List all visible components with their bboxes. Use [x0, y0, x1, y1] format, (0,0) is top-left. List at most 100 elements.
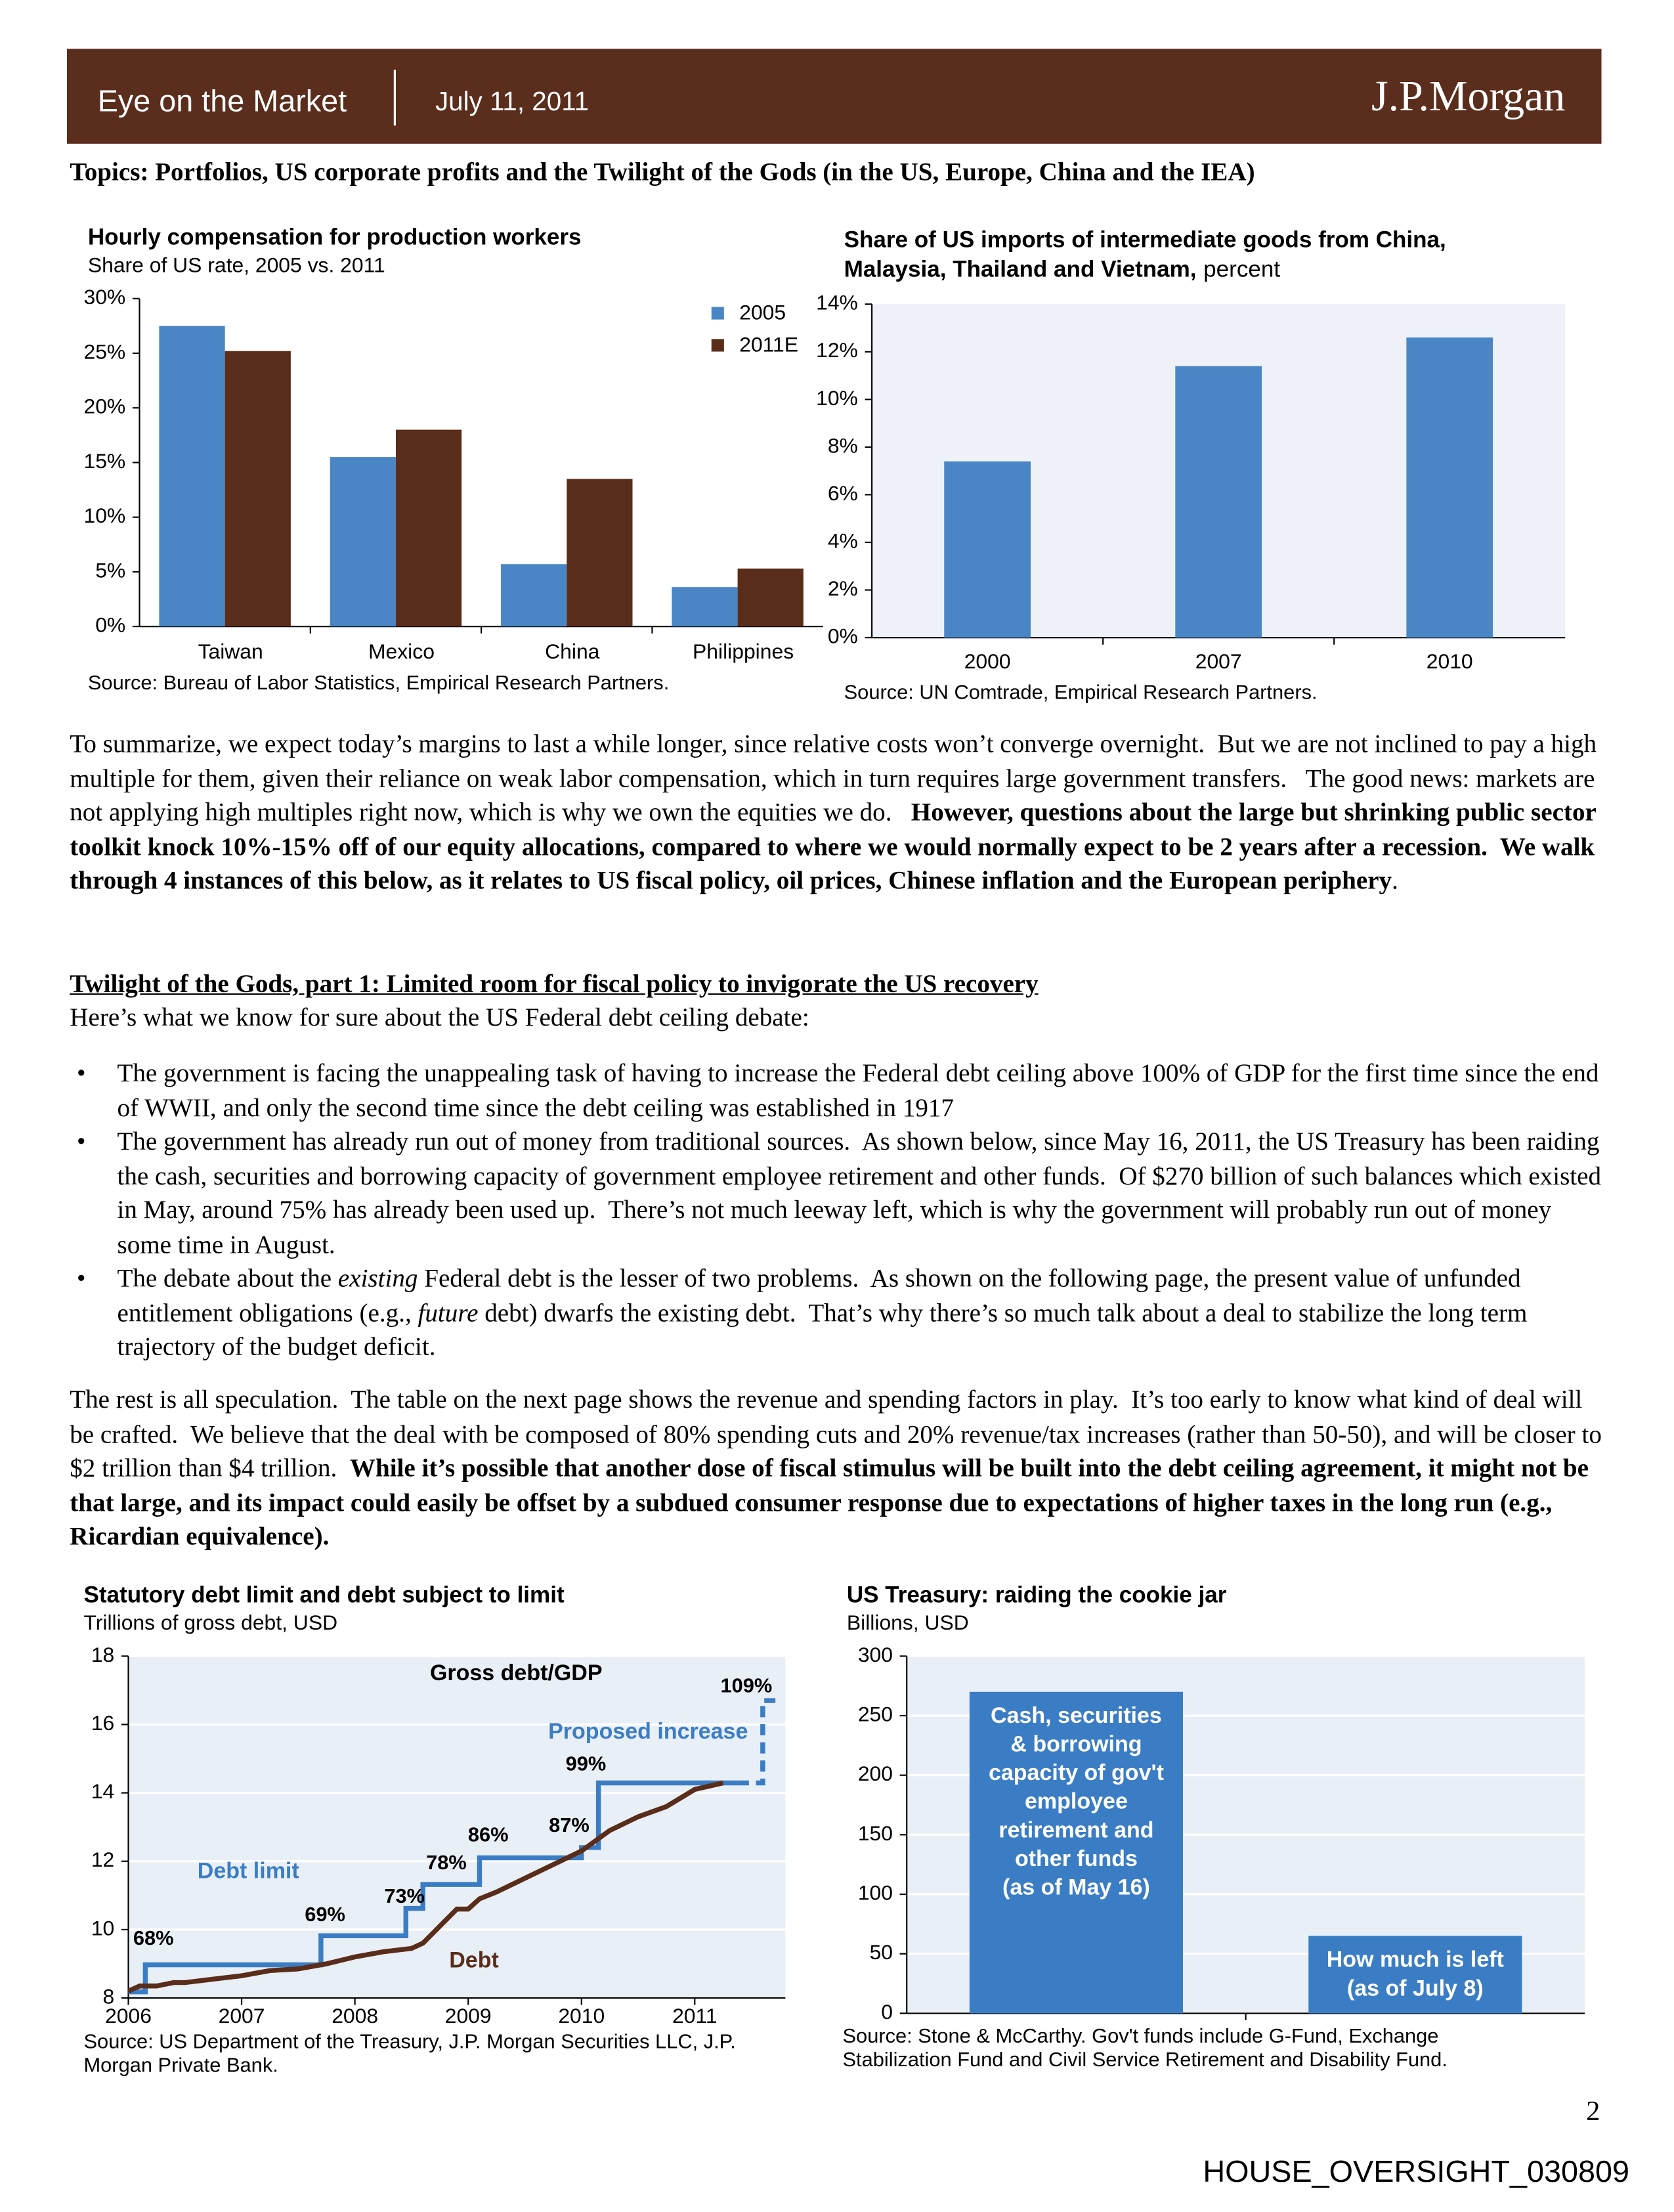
- annotation: 86%: [468, 1823, 509, 1846]
- chart-subtitle: Billions, USD: [847, 1611, 969, 1634]
- x-tick-label: Philippines: [693, 640, 794, 663]
- source: Source: Stone & McCarthy. Gov't funds in…: [842, 2026, 1448, 2072]
- line-series: [737, 1698, 780, 1786]
- chart-title-line: Malaysia, Thailand and Vietnam,: [844, 257, 1197, 282]
- text-run: future: [418, 1298, 479, 1326]
- annotation: Gross debt/GDP: [430, 1660, 603, 1685]
- chart-subtitle: Trillions of gross debt, USD: [84, 1611, 338, 1634]
- text-run: However, questions about the large but s…: [70, 798, 1602, 895]
- y-tick-label: 250: [858, 1702, 893, 1725]
- chart-title: Share of US imports of intermediate good…: [844, 227, 1446, 253]
- bar: [1406, 337, 1493, 638]
- doc-id: HOUSE_OVERSIGHT_030809: [1203, 2154, 1629, 2188]
- chart-title-line: Share of US imports of intermediate good…: [844, 227, 1446, 253]
- x-tick-label: 2006: [105, 2004, 152, 2028]
- line-series: [127, 1780, 724, 1993]
- x-tick-label: Mexico: [368, 640, 435, 663]
- y-tick-label: 300: [858, 1643, 893, 1666]
- bar-label: How much is left: [1327, 1947, 1504, 1972]
- paragraph: The rest is all speculation. The table o…: [70, 1383, 1604, 1553]
- source: Source: UN Comtrade, Empirical Research …: [844, 682, 1318, 705]
- bar-label: employee: [1025, 1789, 1128, 1814]
- series-label: Debt: [449, 1948, 499, 1973]
- bar: [567, 479, 633, 627]
- bullet: The government is facing the unappealing…: [70, 1056, 1604, 1125]
- bar: [330, 457, 396, 627]
- x-tick-label: 2010: [558, 2004, 605, 2028]
- y-tick-label: 14%: [816, 291, 858, 314]
- x-tick-label: 2011: [672, 2004, 718, 2028]
- bar-label: & borrowing: [1010, 1732, 1142, 1757]
- annotation: 73%: [384, 1884, 425, 1907]
- chart-title: Statutory debt limit and debt subject to…: [84, 1582, 565, 1607]
- text-run: The government has already run out of mo…: [117, 1127, 1608, 1258]
- bar: [225, 351, 291, 627]
- annotation: 78%: [426, 1851, 467, 1874]
- text-run: To summarize, we expect today’s margins …: [70, 729, 1603, 826]
- annotation: 69%: [305, 1903, 345, 1926]
- text-run: debt) dwarfs the existing debt. That’s w…: [117, 1298, 1534, 1360]
- annotation: 99%: [566, 1752, 607, 1775]
- bar-label: other funds: [1015, 1846, 1138, 1871]
- y-tick-label: 10%: [83, 504, 125, 527]
- x-tick-label: 2008: [332, 2004, 378, 2028]
- series-label: Debt limit: [198, 1859, 299, 1884]
- x-tick-label: China: [545, 640, 600, 663]
- y-tick-label: 6%: [828, 481, 858, 505]
- header-brand: J.P.Morgan: [1371, 72, 1565, 120]
- x-tick-label: Taiwan: [198, 640, 263, 663]
- section-heading: Twilight of the Gods, part 1: Limited ro…: [70, 969, 1039, 998]
- annotation: 87%: [549, 1813, 590, 1836]
- bullet-list: The government is facing the unappealing…: [70, 1056, 1604, 1364]
- legend-label: 2005: [739, 301, 786, 324]
- y-tick-label: 150: [858, 1821, 893, 1845]
- header-date: July 11, 2011: [435, 86, 589, 116]
- y-tick-label: 8: [103, 1984, 115, 2008]
- y-tick-label: 16: [91, 1711, 114, 1735]
- bar: [395, 429, 462, 627]
- bar-label: Cash, securities: [991, 1703, 1162, 1728]
- bar: [1308, 1936, 1522, 2014]
- series-label: Proposed increase: [548, 1719, 748, 1744]
- legend-swatch: [711, 307, 724, 320]
- legend-swatch: [711, 339, 724, 352]
- text-run: .: [1392, 866, 1398, 895]
- y-tick-label: 20%: [83, 395, 125, 418]
- topics: Topics: Portfolios, US corporate profits…: [70, 158, 1255, 186]
- annotation: 109%: [720, 1674, 772, 1697]
- x-tick-label: 2007: [1195, 649, 1242, 673]
- text-run: existing: [337, 1264, 418, 1292]
- plot-area: [128, 1656, 786, 1998]
- bar: [501, 564, 567, 627]
- y-tick-label: 0: [881, 2000, 893, 2024]
- bar: [1175, 366, 1262, 638]
- header-title: Eye on the Market: [98, 84, 347, 118]
- chart-title: Malaysia, Thailand and Vietnam, percent: [844, 257, 1281, 282]
- bar: [159, 326, 225, 627]
- header-bar: [67, 49, 1602, 144]
- y-tick-label: 30%: [83, 285, 125, 309]
- chart-title: US Treasury: raiding the cookie jar: [847, 1582, 1227, 1607]
- text-run: The debate about the: [117, 1264, 338, 1292]
- bar: [944, 461, 1031, 638]
- source: Source: US Department of the Treasury, J…: [83, 2031, 736, 2078]
- x-tick-label: 2007: [219, 2004, 265, 2028]
- y-tick-label: 50: [870, 1940, 893, 1964]
- y-tick-label: 18: [91, 1643, 114, 1666]
- y-tick-label: 100: [858, 1880, 893, 1904]
- y-tick-label: 200: [858, 1762, 893, 1785]
- bar: [672, 587, 738, 627]
- bar-label: retirement and: [998, 1817, 1153, 1842]
- x-tick-label: 2009: [445, 2004, 492, 2028]
- y-tick-label: 2%: [828, 576, 858, 600]
- source: Source: Bureau of Labor Statistics, Empi…: [87, 672, 670, 695]
- x-tick-label: 2010: [1427, 649, 1473, 673]
- text-run: While it’s possible that another dose of…: [70, 1454, 1595, 1550]
- bullet: The debate about the existing Federal de…: [70, 1261, 1604, 1364]
- bar: [969, 1691, 1183, 2014]
- y-tick-label: 5%: [95, 558, 125, 582]
- y-tick-label: 10%: [816, 386, 858, 410]
